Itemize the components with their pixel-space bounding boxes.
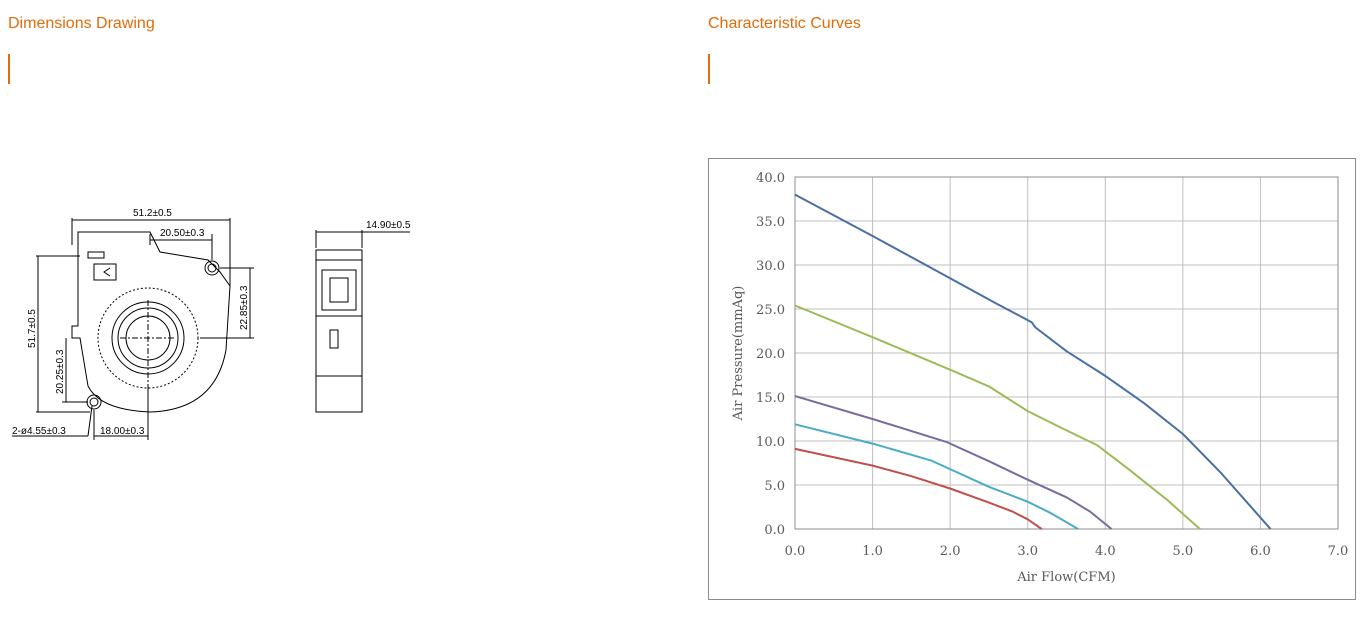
y-tick-label-4: 20.0 bbox=[756, 347, 785, 362]
chart-series bbox=[794, 193, 1272, 530]
y-tick-label-5: 25.0 bbox=[756, 303, 785, 318]
x-tick-label-6: 6.0 bbox=[1250, 544, 1271, 559]
y-tick-label-7: 35.0 bbox=[756, 215, 785, 230]
dim-height: 51.7±0.5 bbox=[27, 309, 38, 348]
side-view-body bbox=[315, 249, 363, 413]
dim-depth: 14.90±0.5 bbox=[366, 220, 411, 231]
curves-section-accent-bar bbox=[708, 54, 710, 84]
y-tick-label-8: 40.0 bbox=[756, 171, 785, 186]
drawing-section-title: Dimensions Drawing bbox=[8, 15, 155, 32]
blower-housing bbox=[71, 231, 231, 413]
dimensions-drawing: 51.2±0.5 20.50±0.3 14.90±0.5 51.7±0.5 20… bbox=[12, 208, 411, 440]
y-axis-title: Air Pressure(mmAq) bbox=[731, 286, 746, 422]
series-line-1 bbox=[794, 304, 1201, 530]
curves-section-title: Characteristic Curves bbox=[708, 15, 861, 32]
dim-width: 51.2±0.5 bbox=[133, 208, 172, 219]
y-tick-label-2: 10.0 bbox=[756, 435, 785, 450]
label-box bbox=[93, 263, 117, 281]
x-tick-label-5: 5.0 bbox=[1173, 544, 1194, 559]
series-line-4 bbox=[794, 447, 1043, 530]
x-tick-label-2: 2.0 bbox=[940, 544, 961, 559]
impeller-outer bbox=[97, 287, 199, 389]
plot-area bbox=[794, 176, 1339, 530]
x-axis-title: Air Flow(CFM) bbox=[1016, 570, 1115, 585]
dim-hole-spacing-bottom: 18.00±0.3 bbox=[100, 426, 145, 437]
dim-hole-height-left: 20.25±0.3 bbox=[55, 349, 66, 394]
series-line-3 bbox=[794, 423, 1079, 530]
series-line-2 bbox=[794, 395, 1113, 530]
series-line-0 bbox=[794, 193, 1272, 530]
x-tick-label-3: 3.0 bbox=[1017, 544, 1038, 559]
chart-frame: 0.0 1.0 2.0 3.0 4.0 5.0 6.0 7.0 0.0 5.0 10.0 15.0 20… bbox=[708, 158, 1356, 600]
x-tick-label-7: 7.0 bbox=[1328, 544, 1349, 559]
mount-hole-bottom bbox=[86, 394, 102, 410]
x-tick-label-1: 1.0 bbox=[862, 544, 883, 559]
drawing-section-accent-bar bbox=[8, 54, 10, 84]
dim-hole-offset-top: 20.50±0.3 bbox=[160, 228, 205, 239]
dim-holes: 2-ø4.55±0.3 bbox=[12, 426, 66, 437]
connector-tab bbox=[87, 251, 105, 259]
dim-hole-spacing-right: 22.85±0.3 bbox=[239, 285, 250, 330]
y-tick-label-3: 15.0 bbox=[756, 391, 785, 406]
y-tick-label-0: 0.0 bbox=[764, 523, 785, 538]
mount-hole-top bbox=[204, 260, 220, 276]
chart-ticks: 0.0 1.0 2.0 3.0 4.0 5.0 6.0 7.0 0.0 5.0 10.0 15.0 20… bbox=[756, 171, 1348, 559]
y-tick-label-1: 5.0 bbox=[764, 479, 785, 494]
x-tick-label-4: 4.0 bbox=[1095, 544, 1116, 559]
x-tick-label-0: 0.0 bbox=[785, 544, 806, 559]
y-tick-label-6: 30.0 bbox=[756, 259, 785, 274]
characteristic-curves-chart: 0.0 1.0 2.0 3.0 4.0 5.0 6.0 7.0 0.0 5.0 10.0 15.0 20… bbox=[731, 171, 1348, 585]
chart-grid bbox=[794, 176, 1339, 530]
